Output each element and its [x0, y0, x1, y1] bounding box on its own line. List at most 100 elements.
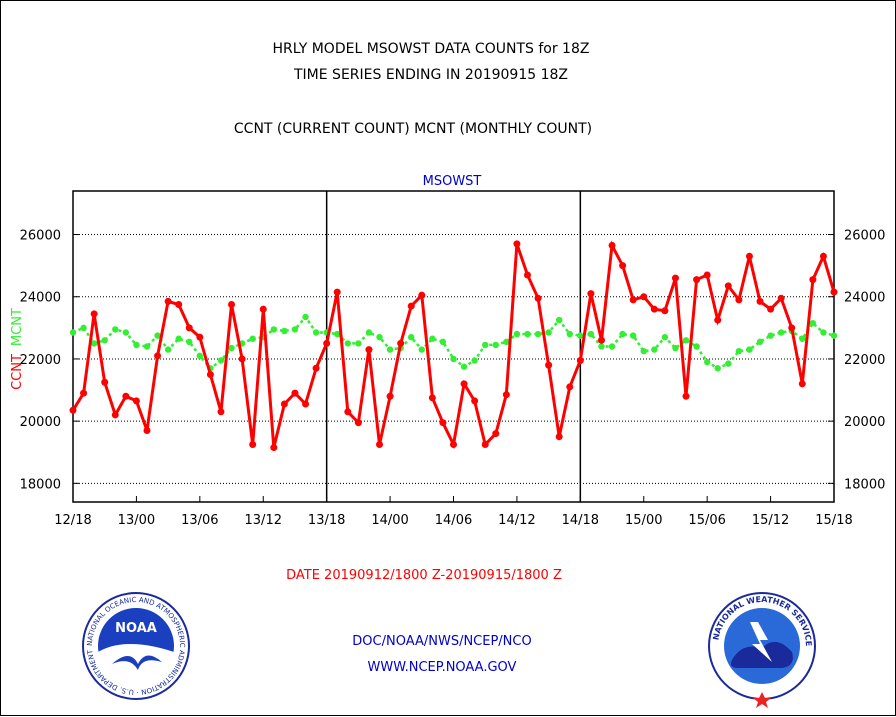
plot-area: 18000 18000 20000 20000 22000 22000 24000 24000…	[20, 190, 885, 528]
plot-border	[72, 190, 835, 503]
y-label-mcnt: MCNT	[10, 308, 25, 346]
mcnt-point	[608, 343, 616, 350]
mcnt-point	[249, 335, 256, 342]
svg-text:CCNTMCNT: CCNT MCNT	[10, 308, 25, 390]
mcnt-point	[651, 346, 658, 353]
mcnt-point	[460, 363, 468, 370]
y-tick-label-right: 24000	[844, 291, 885, 306]
ccnt-point	[534, 294, 542, 302]
x-tick-label: 13/18	[308, 513, 345, 528]
mcnt-point	[386, 346, 394, 353]
org-line: DOC/NOAA/NWS/NCEP/NCO	[352, 634, 531, 649]
ccnt-point	[312, 364, 320, 372]
x-tick-label: 15/00	[625, 513, 662, 528]
ccnt-point	[767, 305, 775, 313]
ccnt-point	[101, 378, 109, 386]
ccnt-point	[450, 440, 457, 448]
mcnt-point	[566, 330, 573, 338]
ccnt-point	[809, 276, 817, 284]
mcnt-point	[735, 347, 743, 355]
ccnt-point	[291, 389, 299, 397]
x-tick-label: 15/06	[688, 513, 725, 528]
ccnt-point	[798, 380, 806, 388]
ccnt-point	[344, 408, 352, 416]
x-tick-label: 15/12	[752, 513, 789, 528]
ccnt-point	[566, 383, 574, 391]
nws-logo: NATIONAL WEATHER SERVICE	[708, 592, 816, 708]
ccnt-point	[302, 400, 310, 408]
ccnt-point	[365, 346, 373, 354]
noaa-logo-text: NOAA	[115, 621, 157, 636]
mcnt-point	[312, 329, 320, 336]
ccnt-point	[545, 361, 553, 369]
x-tick-label: 15/18	[815, 513, 852, 528]
ccnt-point	[164, 297, 172, 305]
noaa-logo: NOAA NATIONAL OCEANIC AND ATMOSPHERIC AD…	[82, 592, 190, 700]
mcnt-point	[482, 341, 489, 349]
ccnt-point	[830, 288, 838, 296]
ccnt-point	[671, 274, 679, 282]
ccnt-point	[376, 440, 384, 448]
ccnt-point	[175, 301, 183, 309]
ccnt-point	[249, 440, 257, 448]
x-tick-label: 14/18	[562, 513, 599, 528]
title-line-1: HRLY MODEL MSOWST DATA COUNTS for 18Z	[273, 41, 590, 57]
ccnt-point	[819, 252, 827, 260]
mcnt-point	[344, 340, 352, 347]
mcnt-point	[376, 333, 383, 341]
mcnt-point	[619, 330, 626, 338]
ccnt-point	[354, 419, 362, 427]
ccnt-point	[714, 316, 722, 324]
ccnt-point	[259, 305, 267, 313]
ccnt-point	[69, 406, 77, 414]
ccnt-point	[619, 262, 627, 270]
mcnt-point	[503, 338, 510, 346]
mcnt-point	[228, 344, 235, 352]
x-tick-label: 13/00	[118, 513, 155, 528]
mcnt-point	[334, 330, 341, 338]
mcnt-point	[355, 340, 362, 347]
x-tick-label: 13/12	[245, 513, 282, 528]
mcnt-point	[217, 357, 225, 364]
mcnt-point	[513, 330, 521, 338]
ccnt-point	[576, 356, 584, 364]
ccnt-point	[122, 392, 130, 400]
mcnt-point	[69, 329, 77, 336]
y-tick-label-left: 20000	[20, 415, 61, 430]
ccnt-point	[523, 271, 531, 279]
ccnt-point	[80, 389, 88, 397]
mcnt-point	[545, 329, 552, 336]
ccnt-point	[143, 426, 151, 434]
mcnt-point	[112, 326, 119, 333]
x-tick-label: 14/06	[435, 513, 472, 528]
ccnt-point	[397, 339, 405, 347]
ccnt-point	[693, 276, 701, 284]
ccnt-point	[270, 444, 278, 452]
mcnt-point	[725, 360, 732, 367]
ccnt-point	[185, 324, 193, 332]
mcnt-point	[830, 332, 838, 339]
mcnt-point	[101, 337, 108, 344]
mcnt-point	[809, 319, 817, 327]
mcnt-point	[492, 341, 499, 349]
ccnt-point	[206, 370, 214, 378]
ccnt-point	[745, 252, 753, 260]
mcnt-point	[302, 313, 309, 321]
ccnt-point	[735, 296, 743, 304]
mcnt-point	[598, 343, 605, 350]
ccnt-point	[217, 408, 225, 416]
ccnt-point	[661, 307, 669, 315]
ccnt-point	[238, 355, 246, 363]
mcnt-point	[555, 316, 563, 324]
mcnt-point	[450, 355, 457, 363]
mcnt-point	[175, 335, 182, 342]
ccnt-point	[502, 391, 510, 399]
mcnt-point	[672, 344, 679, 352]
ccnt-point	[386, 392, 394, 400]
ccnt-point	[724, 282, 732, 290]
mcnt-point	[629, 332, 637, 339]
ccnt-point	[756, 297, 764, 305]
ccnt-point	[481, 440, 489, 448]
ccnt-point	[703, 271, 711, 279]
